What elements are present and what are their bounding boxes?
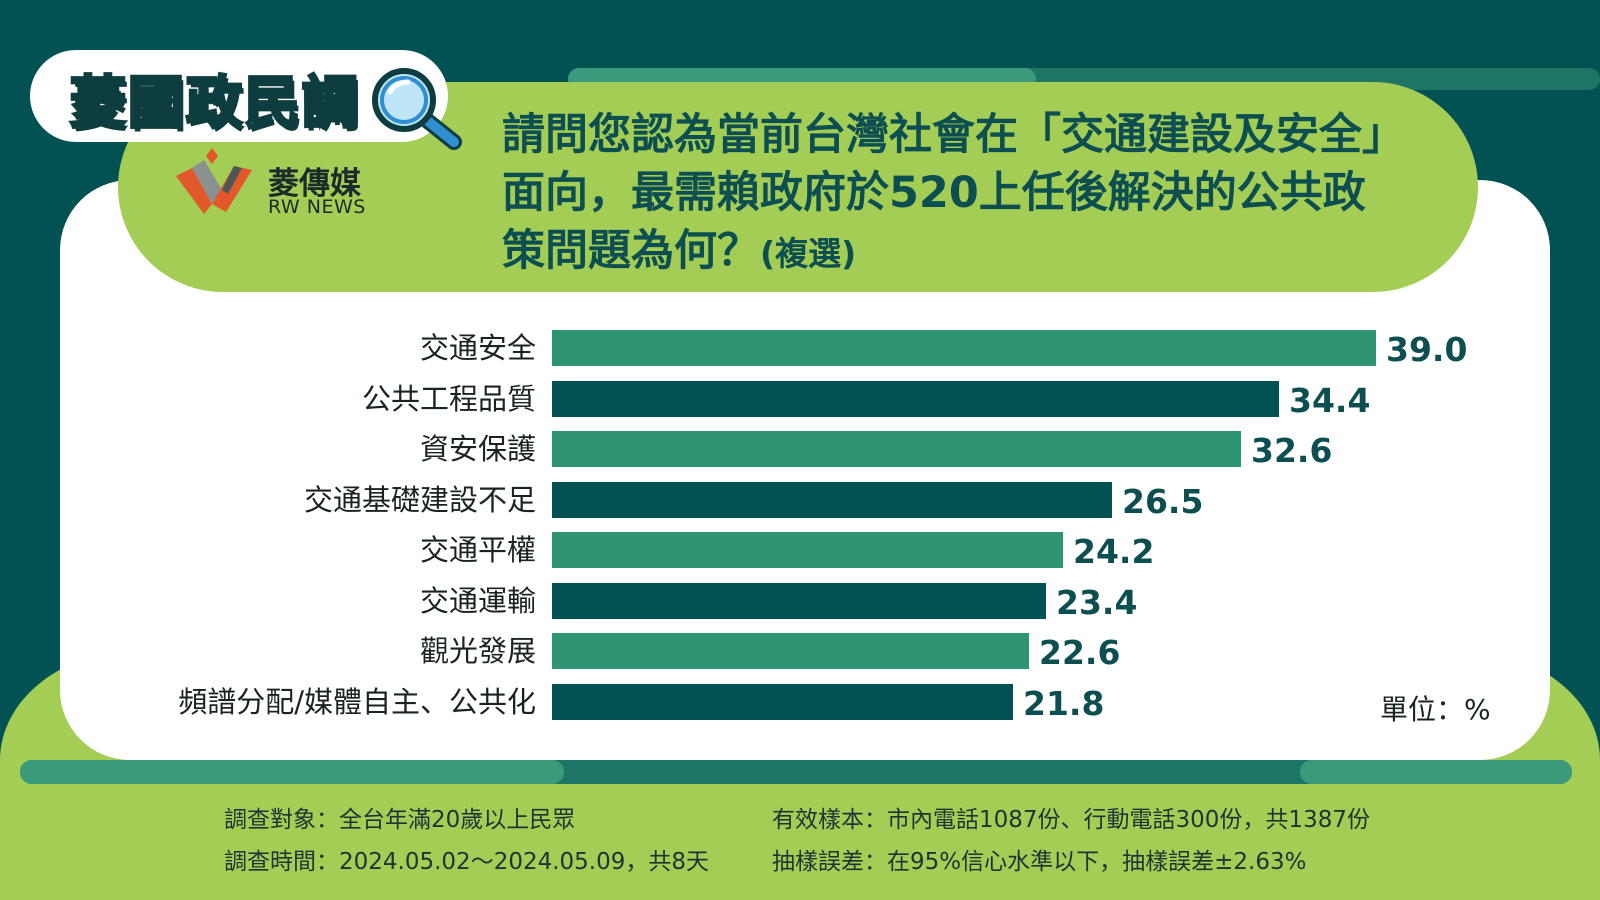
category-label: 交通平權 <box>419 533 536 567</box>
bar-value-label: 22.6 <box>1039 633 1121 672</box>
unit-label: 單位：% <box>1380 693 1491 726</box>
footnote-error: 抽樣誤差：在95%信心水準以下，抽樣誤差±2.63% <box>772 849 1307 875</box>
bar <box>552 684 1013 720</box>
category-label: 交通安全 <box>419 331 536 365</box>
bar-value-label: 24.2 <box>1073 532 1155 571</box>
bar <box>552 330 1376 366</box>
bar <box>552 431 1241 467</box>
question-text: 請問您認為當前台灣社會在「交通建設及安全」面向，最需賴政府於520上任後解決的公… <box>502 110 1384 276</box>
category-label: 公共工程品質 <box>361 382 536 416</box>
question-title: 請問您認為當前台灣社會在「交通建設及安全」面向，最需賴政府於520上任後解決的公… <box>502 106 1402 283</box>
logo-subtitle: RW NEWS <box>268 196 366 218</box>
bar-value-label: 23.4 <box>1056 583 1138 622</box>
category-label: 資安保護 <box>419 432 536 466</box>
category-label: 交通運輸 <box>419 584 536 618</box>
bar <box>552 583 1046 619</box>
bar-value-label: 26.5 <box>1122 482 1204 521</box>
footnote-sample: 有效樣本：市內電話1087份、行動電話300份，共1387份 <box>772 807 1370 833</box>
bar <box>552 532 1063 568</box>
footnote-target: 調查對象：全台年滿20歲以上民眾 <box>224 807 576 833</box>
logo-name: 菱傳媒 <box>268 166 361 202</box>
magnifier-icon <box>372 68 462 150</box>
bottom-rule-highlight-right <box>1300 760 1572 784</box>
question-suffix: (複選) <box>760 234 857 273</box>
bar <box>552 633 1029 669</box>
category-label: 頻譜分配/媒體自主、公共化 <box>178 685 536 719</box>
bar-value-label: 34.4 <box>1289 381 1371 420</box>
bottom-rule-highlight-left <box>20 760 564 784</box>
bar-value-label: 21.8 <box>1023 684 1105 723</box>
brand-title: 菱國政民調 <box>69 70 360 138</box>
bar <box>552 381 1279 417</box>
rw-news-logo-icon <box>176 148 252 214</box>
footnote-period: 調查時間：2024.05.02～2024.05.09，共8天 <box>224 849 710 875</box>
bar <box>552 482 1112 518</box>
category-label: 交通基礎建設不足 <box>303 483 536 517</box>
bar-value-label: 39.0 <box>1386 330 1468 369</box>
bar-value-label: 32.6 <box>1251 431 1333 470</box>
category-label: 觀光發展 <box>419 634 536 668</box>
